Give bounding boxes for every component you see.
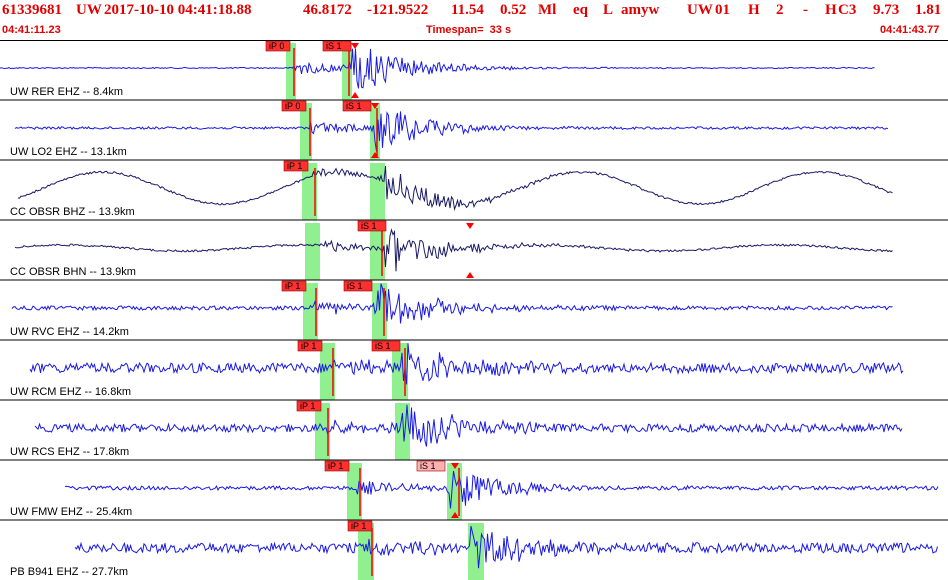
pick-window-p[interactable] — [300, 103, 312, 160]
p-pick-tag[interactable] — [296, 400, 322, 412]
event-value-2: 1.81 — [915, 2, 942, 18]
channel-label: UW RCS EHZ -- 17.8km — [10, 446, 129, 458]
p-pick-tag[interactable] — [324, 460, 350, 472]
event-header: 61339681 UW 2017-10-10 04:41:18.88 46.81… — [0, 0, 948, 40]
event-local-flag: L — [603, 2, 614, 18]
pick-window-p[interactable] — [286, 43, 296, 100]
pick-window-s[interactable] — [392, 343, 408, 400]
amplitude-marker-icon[interactable] — [351, 43, 359, 49]
s-pick-tag[interactable] — [416, 460, 446, 472]
timespan: Timespan= 33 s — [426, 24, 512, 36]
p-pick-label: iP 1 — [301, 341, 316, 351]
s-pick-tag[interactable] — [343, 280, 373, 292]
waveform-trace — [64, 470, 939, 509]
pick-window-s[interactable] — [370, 163, 385, 220]
p-pick-label: iP 0 — [285, 101, 300, 111]
event-field-c3: C3 — [838, 2, 857, 18]
p-pick-label: iP 1 — [300, 401, 315, 411]
s-pick-label: iS 1 — [361, 221, 377, 231]
event-author: amyw — [621, 2, 660, 18]
amplitude-marker-icon[interactable] — [451, 463, 459, 469]
p-pick-tag[interactable] — [347, 520, 373, 532]
p-pick-label: iP 1 — [328, 461, 343, 471]
channel-label: PB B941 EHZ -- 27.7km — [10, 566, 128, 578]
waveform-trace — [74, 525, 938, 569]
event-id: 61339681 — [2, 2, 62, 18]
pick-window-p[interactable] — [347, 463, 362, 520]
event-type: eq — [573, 2, 588, 18]
channel-label: UW RCM EHZ -- 16.8km — [10, 386, 131, 398]
event-datetime: 2017-10-10 04:41:18.88 — [104, 2, 252, 18]
s-pick-label: iS 1 — [375, 341, 391, 351]
event-value-1: 9.73 — [873, 2, 900, 18]
p-pick-tag[interactable] — [281, 280, 307, 292]
end-time: 04:41:43.77 — [880, 24, 940, 36]
waveform-trace — [29, 343, 904, 385]
pick-window-p[interactable] — [303, 283, 318, 340]
waveform-trace — [14, 228, 893, 272]
amplitude-marker-icon[interactable] — [466, 272, 474, 278]
waveform-trace — [17, 165, 893, 211]
s-pick-label: iS 1 — [347, 281, 363, 291]
event-magnitude: 0.52 — [500, 2, 527, 18]
s-pick-label: iS 1 — [326, 41, 342, 51]
s-pick-tag[interactable] — [371, 340, 401, 352]
event-version: 01 — [715, 2, 730, 18]
waveform-trace — [14, 111, 889, 152]
s-pick-tag[interactable] — [357, 220, 387, 232]
pick-window-p[interactable] — [315, 403, 330, 460]
event-field-h: H — [825, 2, 837, 18]
p-pick-label: iP 1 — [351, 521, 366, 531]
p-pick-label: iP 1 — [285, 281, 300, 291]
seismogram-panel[interactable]: iP 0 iS 1 UW RER EHZ -- 8.4km iP 0 iS 1 UW LO… — [0, 40, 948, 580]
event-network: UW — [76, 2, 102, 18]
channel-label: CC OBSR BHN -- 13.9km — [10, 266, 136, 278]
p-pick-tag[interactable] — [297, 340, 323, 352]
p-pick-label: iP 1 — [287, 161, 302, 171]
channel-label: UW RER EHZ -- 8.4km — [10, 86, 123, 98]
p-pick-tag[interactable] — [281, 100, 307, 112]
pick-window-s[interactable] — [342, 43, 352, 100]
event-field-2: 2 — [776, 2, 784, 18]
waveform-trace — [11, 283, 893, 324]
pick-window-p[interactable] — [320, 343, 335, 400]
waveform-trace — [0, 48, 875, 89]
amplitude-marker-icon[interactable] — [351, 92, 359, 98]
channel-label: UW FMW EHZ -- 25.4km — [10, 506, 132, 518]
waveform-trace — [34, 404, 903, 447]
channel-label: UW LO2 EHZ -- 13.1km — [10, 146, 127, 158]
event-field-dash: - — [803, 2, 808, 18]
pick-window-p[interactable] — [358, 523, 374, 580]
event-summary-line: 61339681 UW 2017-10-10 04:41:18.88 46.81… — [0, 2, 948, 20]
pick-window-p[interactable] — [305, 223, 320, 280]
event-source: UW — [687, 2, 713, 18]
amplitude-marker-icon[interactable] — [371, 103, 379, 109]
channel-label: UW RVC EHZ -- 14.2km — [10, 326, 129, 338]
p-pick-tag[interactable] — [283, 160, 309, 172]
channel-label: CC OBSR BHZ -- 13.9km — [10, 206, 135, 218]
event-lat: 46.8172 — [303, 2, 352, 18]
event-depth: 11.54 — [451, 2, 484, 18]
s-pick-label: iS 1 — [420, 461, 436, 471]
s-pick-label: iS 1 — [346, 101, 362, 111]
pick-window-s[interactable] — [468, 523, 484, 580]
amplitude-marker-icon[interactable] — [466, 223, 474, 229]
event-lon: -121.9522 — [367, 2, 429, 18]
pick-window-p[interactable] — [302, 163, 317, 220]
amplitude-marker-icon[interactable] — [451, 512, 459, 518]
event-mag-type: Ml — [538, 2, 557, 18]
start-time: 04:41:11.23 — [2, 24, 61, 36]
p-pick-label: iP 0 — [269, 41, 284, 51]
pick-window-s[interactable] — [370, 103, 380, 160]
event-quality: H — [748, 2, 760, 18]
s-pick-tag[interactable] — [342, 100, 372, 112]
amplitude-marker-icon[interactable] — [371, 152, 379, 158]
